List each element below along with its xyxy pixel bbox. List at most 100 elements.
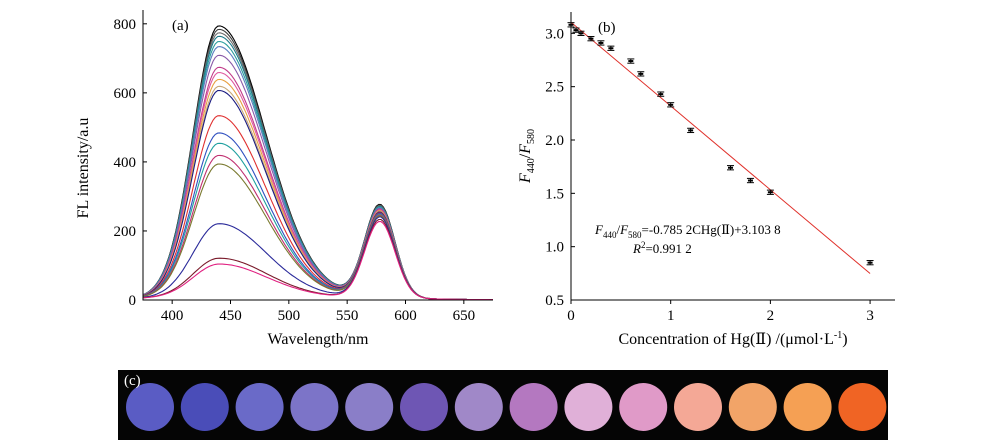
data-point <box>727 165 735 171</box>
yb-sub1: 440 <box>526 158 537 173</box>
spectrum-line <box>142 28 493 301</box>
eq-sub2: 580 <box>628 230 642 240</box>
a-ytick-label: 600 <box>114 86 137 102</box>
yb-f1: F <box>517 173 534 184</box>
b-ytick-label: 0.5 <box>545 293 564 309</box>
panel-a-x-ticks: 400 450 500 550 600 650 <box>161 300 475 324</box>
point-marker <box>598 41 604 44</box>
data-point <box>657 91 665 97</box>
data-point <box>687 127 695 134</box>
spectrum-line <box>142 71 493 301</box>
spectrum-line <box>142 66 493 301</box>
b-ytick-label: 1.5 <box>545 186 564 202</box>
sample-well <box>509 383 558 431</box>
a-ytick-label: 400 <box>114 155 137 171</box>
sample-well <box>728 383 777 431</box>
panel-a-label: (a) <box>172 18 189 34</box>
point-marker <box>568 23 574 26</box>
yb-f2: F <box>517 144 534 155</box>
spectrum-line <box>142 35 493 301</box>
point-marker <box>608 47 614 50</box>
spectrum-line <box>142 46 493 301</box>
data-point <box>597 40 605 46</box>
sample-well <box>345 383 394 431</box>
point-marker <box>767 191 773 194</box>
eq-sub1: 440 <box>603 230 617 240</box>
r-squared: R2=0.991 2 <box>632 240 692 256</box>
data-point <box>637 71 645 77</box>
spectrum-line <box>142 221 493 301</box>
panel-c: (c) <box>118 370 888 440</box>
point-marker <box>628 60 634 63</box>
data-point <box>607 45 615 51</box>
data-points <box>567 22 874 266</box>
panel-b-y-label: F440/F580 <box>517 129 537 184</box>
a-xtick-label: 500 <box>278 308 301 324</box>
eq-f2: F <box>619 222 629 237</box>
data-point <box>572 27 580 33</box>
panel-a-y-ticks: 0 200 400 600 800 <box>114 17 147 309</box>
eq-f1: F <box>594 222 604 237</box>
point-marker <box>688 129 694 132</box>
sample-circles <box>126 383 887 431</box>
r2-rest: =0.991 2 <box>645 241 691 256</box>
data-point <box>746 177 754 184</box>
sample-well <box>564 383 613 431</box>
spectrum-line <box>142 40 493 301</box>
point-marker <box>867 261 873 264</box>
sample-well <box>619 383 668 431</box>
sample-well <box>290 383 339 431</box>
fit-equation: F440/F580=-0.785 2CHg(Ⅱ)+3.103 8 <box>594 222 781 240</box>
spectrum-line <box>142 32 493 301</box>
xb-end: ) <box>842 331 847 348</box>
b-ytick-label: 2.0 <box>545 133 564 149</box>
sample-well <box>400 383 448 431</box>
data-point <box>577 30 585 36</box>
a-xtick-label: 600 <box>394 308 417 324</box>
data-point <box>567 22 575 28</box>
spectrum-line <box>142 218 493 301</box>
point-marker <box>578 32 584 35</box>
eq-slash: / <box>616 222 620 237</box>
panel-b-x-label: Concentration of Hg(Ⅱ) /(μmol·L-1) <box>618 330 847 348</box>
b-ytick-label: 1.0 <box>545 240 564 256</box>
r2-sup: 2 <box>641 240 646 250</box>
b-xtick-label: 3 <box>866 308 874 324</box>
sample-well <box>783 383 832 431</box>
yb-slash: / <box>517 153 534 158</box>
yb-sub2: 580 <box>526 129 537 144</box>
sample-well <box>838 383 887 431</box>
data-point <box>587 36 595 42</box>
a-xtick-label: 650 <box>453 308 476 324</box>
fit-line <box>570 21 871 274</box>
point-marker <box>588 37 594 40</box>
xb-sup: -1 <box>834 330 842 341</box>
point-marker <box>658 93 664 96</box>
sample-well <box>454 383 503 431</box>
a-xtick-label: 400 <box>161 308 184 324</box>
a-ytick-label: 0 <box>129 293 137 309</box>
sample-well <box>180 383 229 431</box>
b-ytick-label: 3.0 <box>545 26 564 42</box>
a-xtick-label: 450 <box>219 308 242 324</box>
panel-b-frame <box>570 12 895 301</box>
panel-a: 400 450 500 550 600 650 0 200 400 600 800 (a) Wav… <box>75 10 493 348</box>
b-xtick-label: 0 <box>567 308 575 324</box>
a-ytick-label: 200 <box>114 224 137 240</box>
xb-main: Concentration of Hg(Ⅱ) /(μmol·L <box>618 331 833 348</box>
panel-b-x-ticks: 0 1 2 3 <box>567 300 874 324</box>
spectrum-line <box>142 216 493 301</box>
b-xtick-label: 2 <box>767 308 775 324</box>
point-marker <box>668 103 674 106</box>
point-marker <box>573 29 579 32</box>
point-marker <box>728 166 734 169</box>
spectra-lines <box>142 25 493 301</box>
point-marker <box>747 179 753 182</box>
b-ytick-label: 2.5 <box>545 80 564 96</box>
sample-well <box>674 383 722 431</box>
panel-c-label: (c) <box>124 373 141 389</box>
data-point <box>667 102 675 108</box>
b-xtick-label: 1 <box>667 308 675 324</box>
a-ytick-label: 800 <box>114 17 137 33</box>
